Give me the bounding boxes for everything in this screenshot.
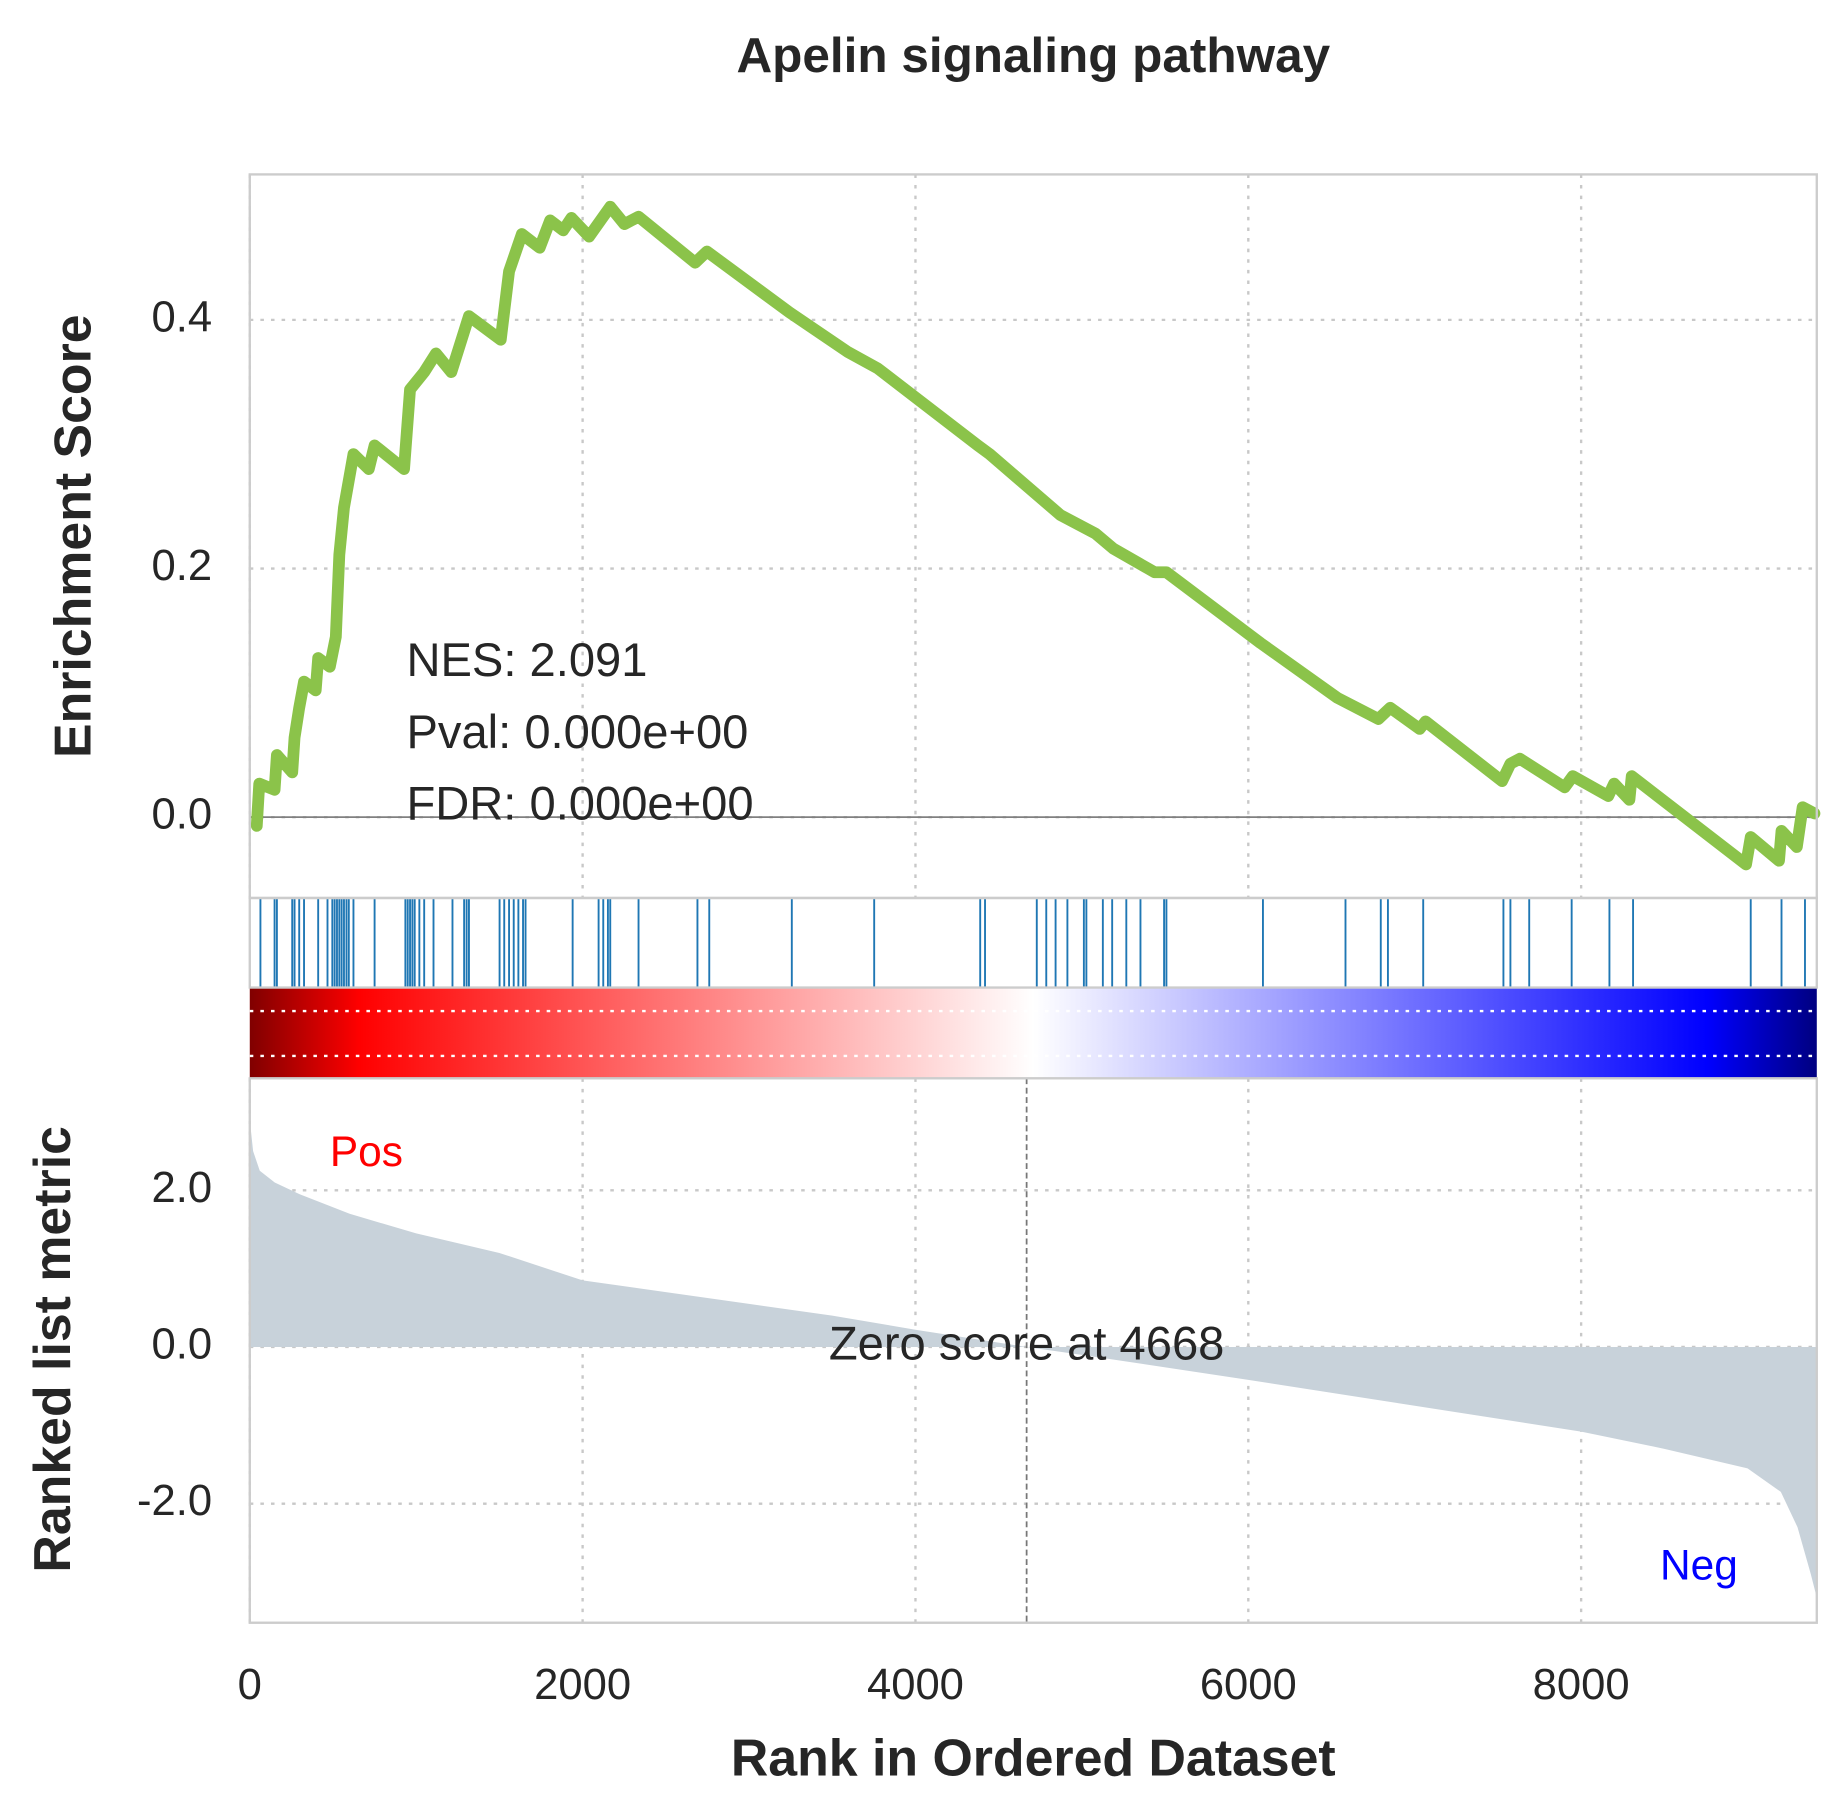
y-axis-label: Enrichment Score xyxy=(43,314,101,758)
x-tick-label: 6000 xyxy=(1200,1661,1297,1709)
x-tick-label: 2000 xyxy=(534,1661,631,1709)
y-tick-label: 2.0 xyxy=(151,1164,212,1212)
y-tick-label: 0.0 xyxy=(151,1320,212,1368)
chart-title: Apelin signaling pathway xyxy=(736,28,1330,83)
color-bar xyxy=(249,987,1817,1079)
enrichment-line xyxy=(250,200,1821,871)
plot-layer: Zero score at 4668 Pos Neg NES: 2.091 Pval: … xyxy=(248,174,1821,1623)
x-axis-label: Rank in Ordered Dataset xyxy=(731,1728,1336,1786)
metric-frame xyxy=(248,1077,1818,1624)
y-tick-label: 0.0 xyxy=(151,791,212,839)
y-tick-label: -2.0 xyxy=(137,1477,212,1525)
y-tick-label: 0.2 xyxy=(151,542,212,590)
x-tick-label: 4000 xyxy=(867,1661,964,1709)
x-tick-label: 8000 xyxy=(1533,1661,1630,1709)
y-axis-label: Ranked list metric xyxy=(23,1126,81,1573)
x-tick-label: 0 xyxy=(238,1661,262,1709)
ranked-metric-area xyxy=(249,1119,1817,1598)
stat-annotation: NES: 2.091 xyxy=(406,633,647,686)
hits-frame xyxy=(248,896,1818,989)
stat-annotation: FDR: 0.000e+00 xyxy=(406,777,753,830)
zero-score-label: Zero score at 4668 xyxy=(829,1316,1225,1369)
neg-label: Neg xyxy=(1660,1542,1738,1589)
y-tick-label: 0.4 xyxy=(151,293,212,341)
stat-annotation: Pval: 0.000e+00 xyxy=(406,705,748,758)
pos-label: Pos xyxy=(330,1128,403,1175)
